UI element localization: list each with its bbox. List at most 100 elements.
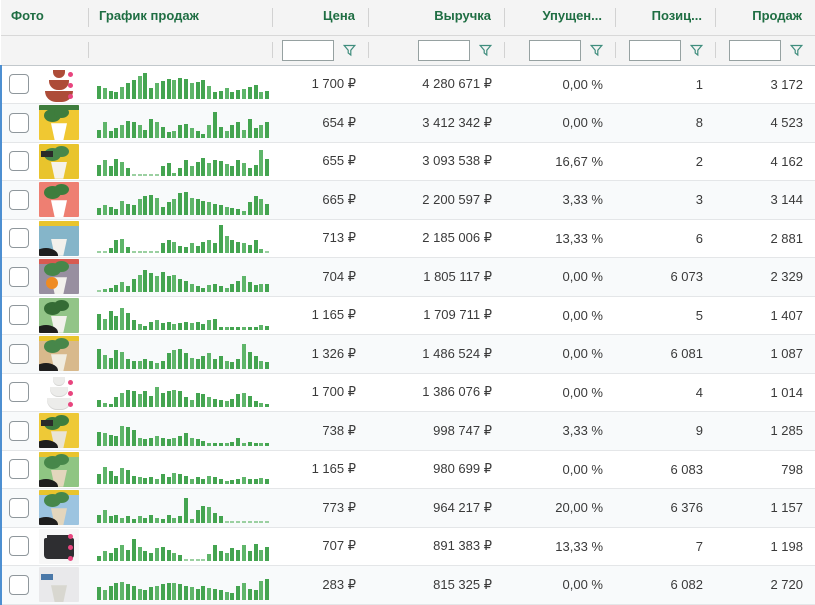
row-checkbox[interactable] — [9, 459, 29, 480]
column-header-missed[interactable]: Упущен... — [505, 0, 616, 36]
revenue-cell: 815 325 ₽ — [369, 565, 505, 605]
column-header-photo[interactable]: Фото — [1, 0, 89, 36]
row-checkbox[interactable] — [9, 228, 29, 249]
product-photo — [39, 143, 79, 179]
photo-cell — [0, 565, 89, 605]
filter-cell-sales-chart — [89, 35, 273, 66]
sales-sparkline — [97, 570, 271, 600]
row-checkbox[interactable] — [9, 574, 29, 595]
table-row[interactable]: 1 165 ₽980 699 ₽0,00 % 6 083 798 — [0, 450, 815, 489]
table-row[interactable]: 665 ₽2 200 597 ₽3,33 % 3 3 144 — [0, 180, 815, 220]
table-row[interactable]: 283 ₽815 325 ₽0,00 % 6 082 2 720 — [0, 565, 815, 605]
price-filter-input[interactable] — [282, 39, 334, 61]
sales-count-cell: 798 — [716, 450, 815, 489]
revenue-cell: 3 093 538 ₽ — [369, 142, 505, 181]
missed-filter-input[interactable] — [529, 39, 581, 61]
column-header-revenue[interactable]: Выручка — [369, 0, 505, 36]
sales-sparkline — [97, 146, 271, 177]
sales-count-cell: 3 144 — [716, 180, 815, 220]
filter-funnel-icon[interactable] — [690, 44, 703, 57]
table-row[interactable]: 1 700 ₽4 280 671 ₽0,00 % 1 3 172 — [0, 65, 815, 104]
column-label: Позиц... — [651, 8, 702, 24]
column-header-sales-chart[interactable]: График продаж — [89, 0, 273, 36]
photo-cell — [0, 373, 89, 412]
column-label: Цена — [323, 8, 355, 24]
sales-chart-cell — [89, 565, 273, 605]
sales-chart-cell — [89, 373, 273, 412]
revenue-cell: 1 386 076 ₽ — [369, 373, 505, 412]
sales-count-cell: 1 087 — [716, 334, 815, 374]
sales-count-cell: 1 014 — [716, 373, 815, 412]
position-cell: 3 — [616, 180, 716, 220]
filter-funnel-icon[interactable] — [790, 44, 803, 57]
row-checkbox[interactable] — [9, 266, 29, 287]
photo-cell — [0, 527, 89, 566]
price-cell: 707 ₽ — [273, 527, 369, 566]
sales-count-cell: 1 285 — [716, 411, 815, 451]
row-checkbox[interactable] — [9, 497, 29, 518]
filter-funnel-icon[interactable] — [590, 44, 603, 57]
photo-cell — [0, 488, 89, 528]
revenue-cell: 998 747 ₽ — [369, 411, 505, 451]
price-cell: 283 ₽ — [273, 565, 369, 605]
price-cell: 738 ₽ — [273, 411, 369, 451]
price-cell: 713 ₽ — [273, 219, 369, 258]
row-checkbox[interactable] — [9, 536, 29, 557]
position-cell: 7 — [616, 527, 716, 566]
revenue-filter-input[interactable] — [418, 39, 470, 61]
revenue-cell: 1 709 711 ₽ — [369, 296, 505, 335]
table-row[interactable]: 704 ₽1 805 117 ₽0,00 % 6 073 2 329 — [0, 257, 815, 297]
row-checkbox[interactable] — [9, 74, 29, 95]
position-cell: 6 — [616, 219, 716, 258]
column-header-position[interactable]: Позиц... — [616, 0, 716, 36]
sales-chart-cell — [89, 334, 273, 374]
sales-filter-input[interactable] — [729, 39, 781, 61]
missed-percent-cell: 0,00 % — [505, 103, 616, 143]
column-label: Фото — [11, 8, 44, 24]
filter-row — [1, 35, 815, 66]
table-row[interactable]: 1 165 ₽1 709 711 ₽0,00 % 5 1 407 — [0, 296, 815, 335]
position-filter-input[interactable] — [629, 39, 681, 61]
sales-sparkline — [97, 377, 271, 408]
sales-sparkline — [97, 185, 271, 215]
product-photo — [39, 182, 79, 218]
table-row[interactable]: 707 ₽891 383 ₽13,33 % 7 1 198 — [0, 527, 815, 566]
column-header-price[interactable]: Цена — [273, 0, 369, 36]
table-row[interactable]: 1 326 ₽1 486 524 ₽0,00 % 6 081 1 087 — [0, 334, 815, 374]
missed-percent-cell: 3,33 % — [505, 180, 616, 220]
table-row[interactable]: 738 ₽998 747 ₽3,33 % 9 1 285 — [0, 411, 815, 451]
row-checkbox[interactable] — [9, 305, 29, 326]
table-row[interactable]: 1 700 ₽1 386 076 ₽0,00 % 4 1 014 — [0, 373, 815, 412]
photo-cell — [0, 142, 89, 181]
sales-count-cell: 2 720 — [716, 565, 815, 605]
sales-count-cell: 3 172 — [716, 65, 815, 104]
row-checkbox[interactable] — [9, 343, 29, 364]
product-photo — [39, 567, 79, 603]
sales-chart-cell — [89, 527, 273, 566]
sales-sparkline — [97, 416, 271, 446]
table-row[interactable]: 655 ₽3 093 538 ₽16,67 % 2 4 162 — [0, 142, 815, 181]
sales-chart-cell — [89, 180, 273, 220]
row-checkbox[interactable] — [9, 382, 29, 403]
row-checkbox[interactable] — [9, 151, 29, 172]
sales-chart-cell — [89, 219, 273, 258]
revenue-cell: 964 217 ₽ — [369, 488, 505, 528]
sales-count-cell: 1 198 — [716, 527, 815, 566]
row-checkbox[interactable] — [9, 189, 29, 210]
price-cell: 773 ₽ — [273, 488, 369, 528]
table-row[interactable]: 773 ₽964 217 ₽20,00 % 6 376 1 157 — [0, 488, 815, 528]
column-header-sales[interactable]: Продаж — [716, 0, 815, 36]
sales-sparkline — [97, 69, 271, 100]
filter-funnel-icon[interactable] — [479, 44, 492, 57]
position-cell: 8 — [616, 103, 716, 143]
missed-percent-cell: 13,33 % — [505, 527, 616, 566]
product-photo — [39, 259, 79, 295]
table-row[interactable]: 713 ₽2 185 006 ₽13,33 % 6 2 881 — [0, 219, 815, 258]
row-checkbox[interactable] — [9, 420, 29, 441]
row-checkbox[interactable] — [9, 112, 29, 133]
filter-funnel-icon[interactable] — [343, 44, 356, 57]
table-row[interactable]: 654 ₽3 412 342 ₽0,00 % 8 4 523 — [0, 103, 815, 143]
sales-sparkline — [97, 262, 271, 292]
filter-cell-position — [616, 35, 716, 66]
